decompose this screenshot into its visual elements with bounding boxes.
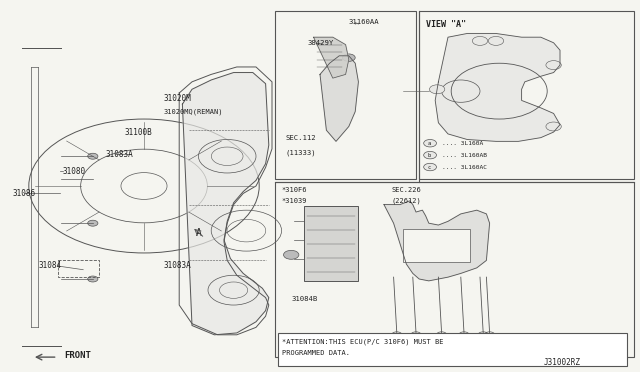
Bar — [278, 333, 627, 366]
Polygon shape — [435, 33, 560, 141]
Text: VIEW "A": VIEW "A" — [426, 20, 466, 29]
Bar — [403, 229, 470, 262]
Circle shape — [429, 85, 445, 94]
Circle shape — [88, 276, 98, 282]
Text: A: A — [195, 228, 202, 237]
Text: 38429Y: 38429Y — [307, 40, 333, 46]
Text: 31086: 31086 — [13, 189, 36, 198]
Text: (22612): (22612) — [392, 198, 421, 204]
Polygon shape — [320, 56, 358, 141]
Circle shape — [546, 122, 561, 131]
Text: PROGRAMMED DATA.: PROGRAMMED DATA. — [282, 350, 349, 356]
Text: 31084B: 31084B — [291, 296, 317, 302]
Bar — [419, 11, 634, 179]
Circle shape — [88, 220, 98, 226]
Circle shape — [342, 54, 355, 61]
Polygon shape — [314, 37, 349, 78]
Text: 31020M: 31020M — [163, 94, 191, 103]
Text: 31080: 31080 — [63, 167, 86, 176]
Text: FRONT: FRONT — [64, 351, 91, 360]
Text: 31083A: 31083A — [106, 150, 133, 159]
Text: 31083A: 31083A — [163, 262, 191, 270]
Circle shape — [424, 140, 436, 147]
Text: a: a — [427, 141, 431, 146]
Circle shape — [424, 151, 436, 159]
Text: 31020MQ(REMAN): 31020MQ(REMAN) — [163, 108, 223, 115]
Bar — [275, 182, 634, 357]
Text: *310F6: *310F6 — [282, 187, 307, 193]
Text: SEC.226: SEC.226 — [392, 187, 421, 193]
Circle shape — [424, 163, 436, 171]
Text: b: b — [427, 153, 431, 158]
Text: 31160AA: 31160AA — [349, 19, 380, 25]
Circle shape — [88, 153, 98, 159]
Text: *ATTENTION:THIS ECU(P/C 310F6) MUST BE: *ATTENTION:THIS ECU(P/C 310F6) MUST BE — [282, 339, 443, 346]
Text: .... 3L160AB: .... 3L160AB — [442, 153, 486, 158]
Text: (11333): (11333) — [285, 149, 316, 156]
Circle shape — [546, 61, 561, 70]
Text: c: c — [427, 164, 431, 170]
Text: SEC.112: SEC.112 — [285, 135, 316, 141]
Text: .... 3L160AC: .... 3L160AC — [442, 164, 486, 170]
Circle shape — [472, 36, 488, 45]
Text: 31084: 31084 — [38, 262, 61, 270]
Text: J31002RZ: J31002RZ — [544, 358, 581, 367]
Text: .... 3L160A: .... 3L160A — [442, 141, 483, 146]
Polygon shape — [384, 201, 490, 281]
Circle shape — [284, 250, 299, 259]
Circle shape — [488, 36, 504, 45]
Polygon shape — [182, 73, 269, 335]
Bar — [304, 206, 358, 281]
Text: 31100B: 31100B — [125, 128, 152, 137]
Bar — [275, 11, 416, 179]
Text: *31039: *31039 — [282, 198, 307, 204]
